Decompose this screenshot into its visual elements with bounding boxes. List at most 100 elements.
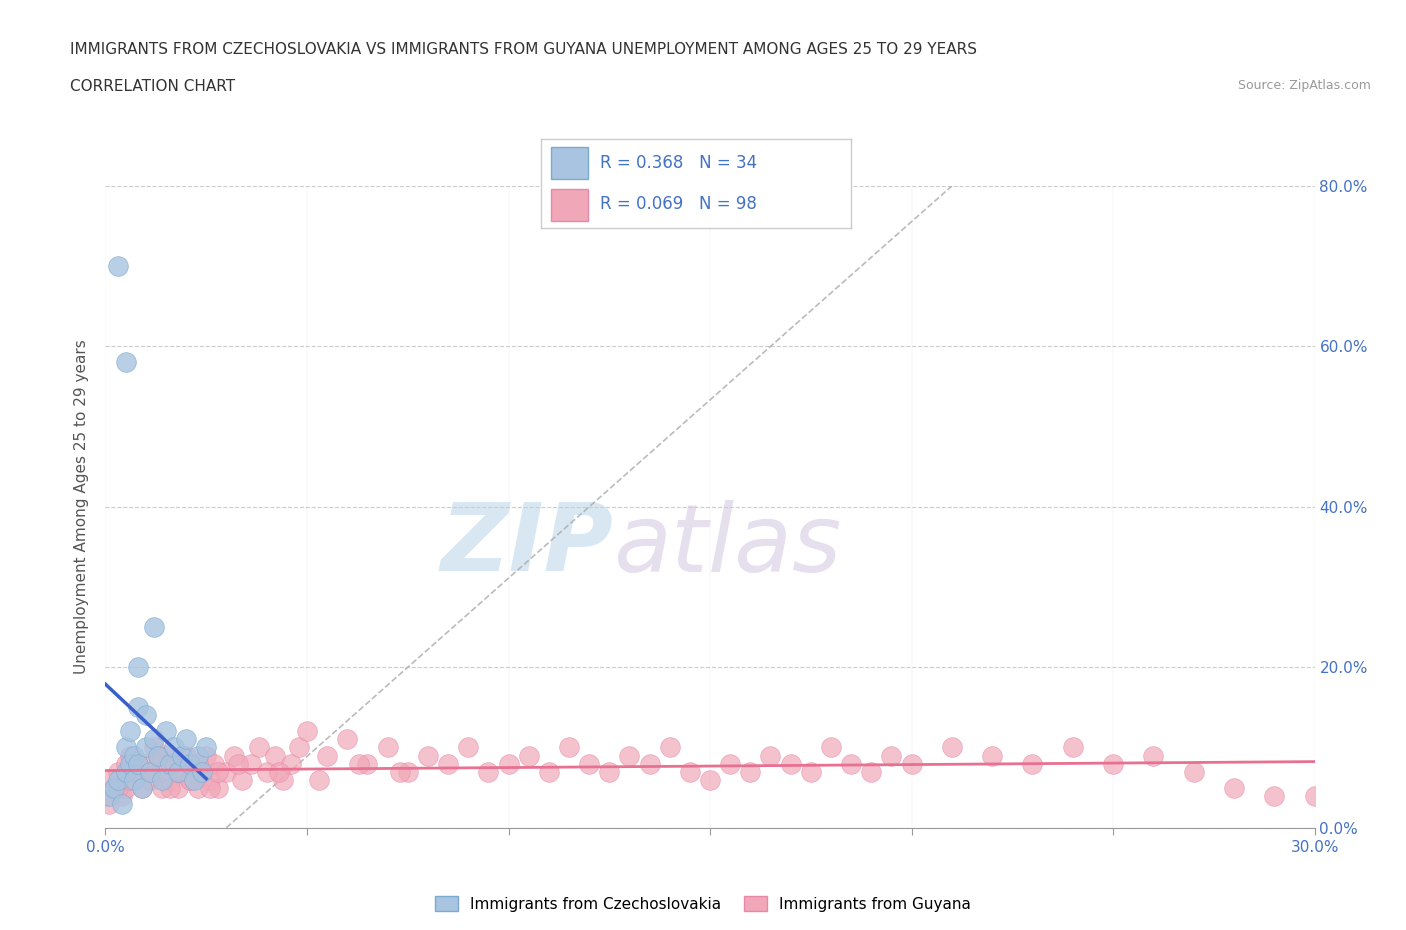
Point bbox=[498, 756, 520, 771]
Point bbox=[150, 780, 173, 795]
Point bbox=[139, 764, 162, 779]
Point bbox=[167, 780, 190, 795]
Point bbox=[477, 764, 499, 779]
Point bbox=[110, 789, 132, 804]
Point bbox=[457, 740, 479, 755]
Point bbox=[122, 772, 145, 787]
Point bbox=[142, 740, 165, 755]
Point bbox=[139, 772, 162, 787]
Point bbox=[718, 756, 741, 771]
Point bbox=[1223, 780, 1246, 795]
Point bbox=[256, 764, 278, 779]
Point bbox=[316, 748, 339, 763]
Point bbox=[127, 660, 149, 675]
Point bbox=[619, 748, 641, 763]
Point bbox=[1062, 740, 1084, 755]
Point bbox=[155, 748, 177, 763]
Point bbox=[349, 756, 371, 771]
Point bbox=[122, 748, 145, 763]
Point bbox=[191, 764, 214, 779]
Point bbox=[271, 772, 294, 787]
Point bbox=[658, 740, 681, 755]
Point bbox=[114, 780, 136, 795]
Point bbox=[1182, 764, 1205, 779]
Point bbox=[114, 764, 136, 779]
Point bbox=[820, 740, 842, 755]
Point bbox=[800, 764, 823, 779]
Point bbox=[163, 740, 186, 755]
Point bbox=[231, 772, 253, 787]
Point bbox=[377, 740, 399, 755]
Point bbox=[127, 756, 149, 771]
Point bbox=[174, 732, 197, 747]
Point bbox=[118, 748, 141, 763]
Point bbox=[167, 764, 190, 779]
Point bbox=[1102, 756, 1125, 771]
Text: R = 0.069   N = 98: R = 0.069 N = 98 bbox=[600, 195, 756, 213]
Point bbox=[114, 756, 136, 771]
Text: R = 0.368   N = 34: R = 0.368 N = 34 bbox=[600, 154, 758, 172]
Point bbox=[155, 724, 177, 738]
Point bbox=[135, 708, 157, 723]
Text: Source: ZipAtlas.com: Source: ZipAtlas.com bbox=[1237, 79, 1371, 92]
Point bbox=[740, 764, 762, 779]
Text: CORRELATION CHART: CORRELATION CHART bbox=[70, 79, 235, 94]
Point bbox=[900, 756, 922, 771]
Point bbox=[416, 748, 439, 763]
Point bbox=[131, 780, 153, 795]
Point bbox=[437, 756, 460, 771]
Point bbox=[207, 764, 229, 779]
Point bbox=[107, 780, 129, 795]
Point bbox=[517, 748, 540, 763]
Point bbox=[163, 756, 186, 771]
Point bbox=[187, 780, 209, 795]
Point bbox=[94, 789, 117, 804]
Point bbox=[131, 780, 153, 795]
Point bbox=[288, 740, 311, 755]
Point bbox=[336, 732, 359, 747]
Point bbox=[187, 756, 209, 771]
Point bbox=[537, 764, 560, 779]
Point bbox=[295, 724, 318, 738]
Point bbox=[1142, 748, 1164, 763]
Point bbox=[127, 756, 149, 771]
Point bbox=[267, 764, 290, 779]
Point bbox=[941, 740, 963, 755]
Point bbox=[187, 748, 209, 763]
Point bbox=[558, 740, 581, 755]
Point bbox=[860, 764, 883, 779]
Bar bbox=[551, 189, 588, 220]
Point bbox=[142, 619, 165, 634]
Point bbox=[167, 764, 190, 779]
Point bbox=[207, 780, 229, 795]
Point bbox=[1021, 756, 1043, 771]
Point bbox=[150, 772, 173, 787]
Point bbox=[146, 748, 169, 763]
Point bbox=[598, 764, 620, 779]
Point bbox=[114, 740, 136, 755]
Point bbox=[179, 756, 201, 771]
Point bbox=[247, 740, 270, 755]
Point bbox=[779, 756, 801, 771]
Point bbox=[159, 756, 181, 771]
Point bbox=[122, 772, 145, 787]
Legend: Immigrants from Czechoslovakia, Immigrants from Guyana: Immigrants from Czechoslovakia, Immigran… bbox=[429, 889, 977, 918]
Point bbox=[179, 772, 201, 787]
Point bbox=[159, 780, 181, 795]
Text: atlas: atlas bbox=[613, 499, 842, 591]
Point bbox=[118, 724, 141, 738]
Point bbox=[127, 700, 149, 715]
Point bbox=[1303, 789, 1326, 804]
Point bbox=[839, 756, 862, 771]
Point bbox=[880, 748, 903, 763]
Point bbox=[146, 764, 169, 779]
Point bbox=[215, 764, 238, 779]
Point bbox=[981, 748, 1004, 763]
Point bbox=[159, 772, 181, 787]
Point bbox=[195, 740, 218, 755]
Point bbox=[98, 789, 121, 804]
Point bbox=[195, 748, 218, 763]
Point bbox=[135, 740, 157, 755]
Point bbox=[202, 756, 225, 771]
Point bbox=[170, 764, 193, 779]
